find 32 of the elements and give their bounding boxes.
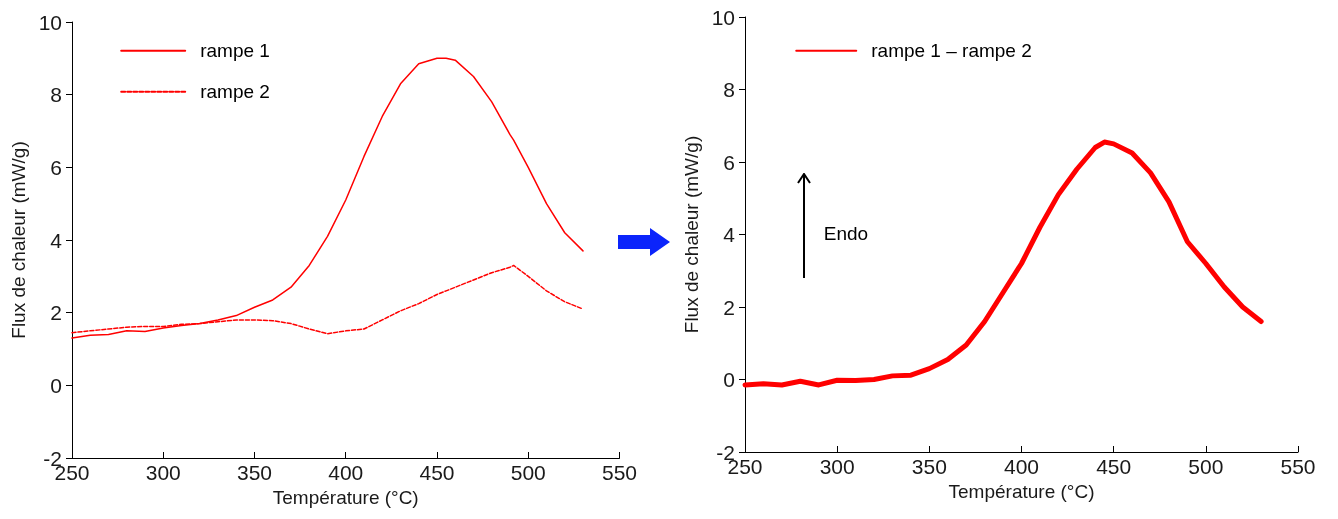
y-tick-label: 4 — [50, 228, 63, 252]
x-axis-title: Température (°C) — [948, 480, 1095, 502]
x-tick-label: 450 — [419, 461, 455, 484]
x-tick-label: 300 — [819, 455, 855, 478]
x-tick-label: 550 — [601, 461, 637, 484]
y-tick-label: 0 — [723, 368, 735, 391]
x-tick-label: 350 — [911, 455, 947, 478]
x-axis-title: Température (°C) — [272, 486, 419, 508]
x-tick-label: 400 — [328, 461, 364, 484]
y-tick-label: 2 — [723, 295, 735, 319]
annotation: Endo — [823, 222, 869, 245]
y-tick-label: 0 — [50, 373, 62, 397]
x-tick-label: 500 — [1188, 455, 1224, 478]
y-tick-label: 2 — [50, 301, 62, 325]
legend-label: rampe 1 — [200, 40, 270, 62]
y-tick-label: 10 — [38, 10, 62, 34]
legend-label: rampe 1 – rampe 2 — [871, 40, 1032, 62]
x-tick-label: 500 — [510, 461, 546, 484]
y-tick-label: 8 — [723, 78, 735, 101]
x-tick-label: 550 — [1280, 455, 1316, 478]
y-tick-label: 6 — [723, 150, 735, 174]
legend-label: rampe 2 — [200, 81, 270, 103]
x-tick-label: 450 — [1096, 455, 1132, 478]
y-axis-title: Flux de chaleur (mW/g) — [7, 141, 29, 339]
x-tick-label: 400 — [1003, 455, 1040, 478]
y-tick-label: 10 — [711, 5, 735, 29]
x-tick-label: 350 — [236, 461, 273, 484]
y-tick-label: 8 — [50, 83, 62, 107]
y-axis-title: Flux de chaleur (mW/g) — [680, 135, 702, 334]
y-tick-label: 6 — [50, 155, 62, 179]
x-tick-label: 300 — [145, 461, 181, 484]
y-tick-label: 4 — [723, 223, 736, 246]
